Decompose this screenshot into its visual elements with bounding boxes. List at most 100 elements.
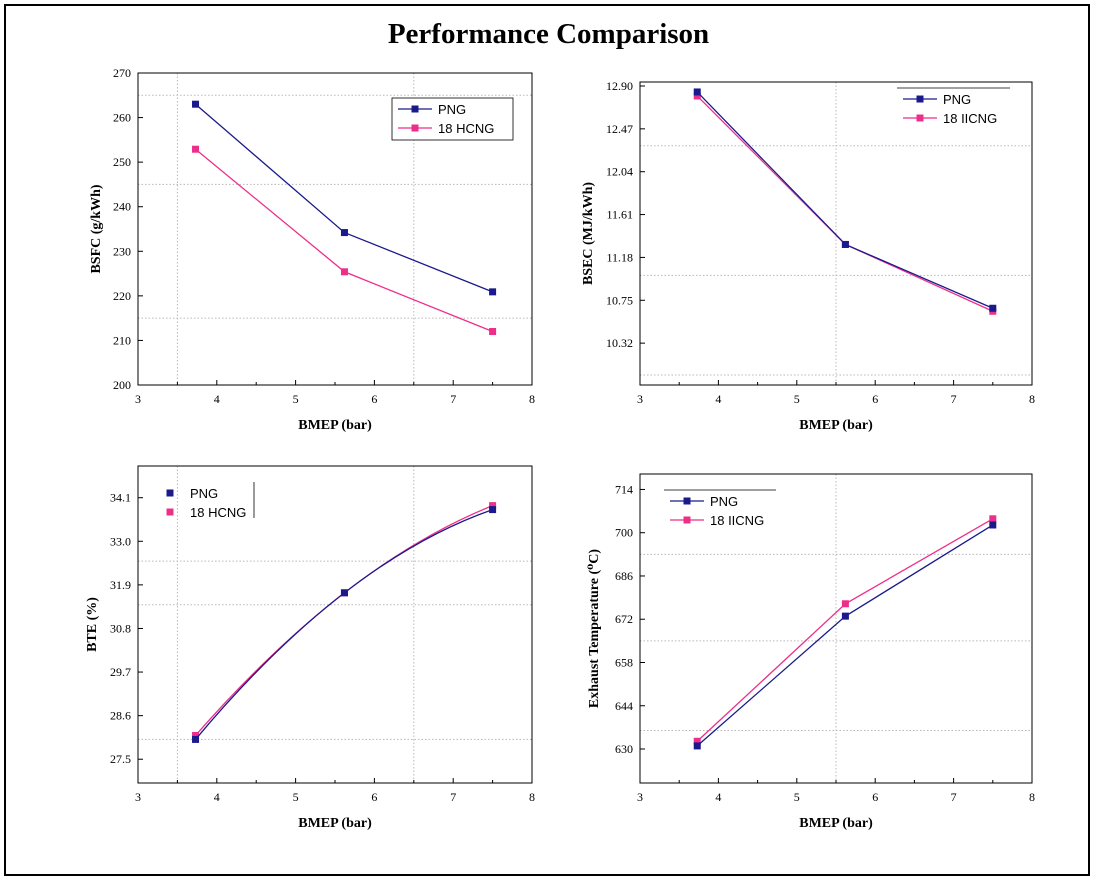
data-point-18-hcng xyxy=(693,737,701,745)
legend-label: 18 IICNG xyxy=(943,111,997,126)
x-tick-label: 8 xyxy=(1029,392,1035,406)
chart-1: 3 4 5 6 7 8 200 210 220 230 240 250 260 270 BMEP (bar)… xyxy=(89,66,535,433)
legend-marker xyxy=(166,508,174,516)
data-point-18-hcng xyxy=(989,515,997,523)
data-point-18-hcng xyxy=(841,600,849,608)
y-tick-label: 672 xyxy=(615,612,633,626)
x-tick-label: 7 xyxy=(450,790,456,804)
series-line-18-hcng xyxy=(195,148,493,333)
x-axis-label: BMEP (bar) xyxy=(298,418,372,433)
page-title: Performance Comparison xyxy=(387,18,710,50)
x-tick-label: 6 xyxy=(872,790,878,804)
legend-label: PNG xyxy=(943,92,971,107)
y-tick-label: 270 xyxy=(113,66,131,80)
legend-marker xyxy=(916,95,924,103)
legend: PNG 18 HCNG xyxy=(391,97,514,141)
data-point-18-hcng xyxy=(489,328,497,336)
y-tick-label: 31.9 xyxy=(110,578,131,592)
x-tick-label: 5 xyxy=(293,790,299,804)
y-tick-label: 210 xyxy=(113,333,131,347)
y-axis-label: BSFC (g/kWh) xyxy=(89,184,104,273)
y-tick-label: 30.8 xyxy=(110,621,131,635)
legend-label: PNG xyxy=(710,494,738,509)
x-tick-label: 6 xyxy=(371,790,377,804)
x-tick-label: 3 xyxy=(637,392,643,406)
x-tick-label: 8 xyxy=(529,790,535,804)
y-tick-label: 630 xyxy=(615,742,633,756)
x-tick-label: 4 xyxy=(214,392,220,406)
legend-label: PNG xyxy=(438,102,466,117)
data-point-18-hcng xyxy=(192,731,200,739)
series-line-png xyxy=(696,524,994,747)
data-point-png xyxy=(841,240,849,248)
y-axis-label: Exhaust Temperature (⁰C) xyxy=(587,549,602,708)
y-tick-label: 34.1 xyxy=(110,491,131,505)
legend-label: PNG xyxy=(190,486,218,501)
y-tick-label: 28.6 xyxy=(110,709,131,723)
legend: PNG 18 HCNG xyxy=(166,482,255,520)
chart-4: 3 4 5 6 7 8 630 644 658 672 686 700 714 BMEP (bar) Exh… xyxy=(587,473,1035,831)
y-tick-label: 12.04 xyxy=(606,165,633,179)
data-point-png xyxy=(192,735,200,743)
y-tick-label: 714 xyxy=(615,482,633,496)
series-line-png xyxy=(195,508,493,740)
y-tick-label: 29.7 xyxy=(110,665,131,679)
legend-label: 18 IICNG xyxy=(710,513,764,528)
y-tick-label: 644 xyxy=(615,699,633,713)
legend: PNG 18 IICNG xyxy=(664,489,776,528)
chart-3: 3 4 5 6 7 8 27.5 28.6 29.7 30.8 31.9 33.0 34.1 BMEP (… xyxy=(85,465,535,831)
y-tick-label: 220 xyxy=(113,289,131,303)
legend-marker xyxy=(411,105,419,113)
x-axis-label: BMEP (bar) xyxy=(799,816,873,831)
y-tick-label: 658 xyxy=(615,655,633,669)
y-tick-label: 11.61 xyxy=(606,208,633,222)
y-tick-label: 200 xyxy=(113,378,131,392)
x-tick-label: 7 xyxy=(450,392,456,406)
y-tick-label: 700 xyxy=(615,526,633,540)
x-tick-label: 3 xyxy=(135,392,141,406)
x-tick-label: 5 xyxy=(293,392,299,406)
legend-marker xyxy=(683,516,691,524)
y-axis-label: BSEC (MJ/kWh) xyxy=(581,182,596,285)
data-point-png xyxy=(693,88,701,96)
x-tick-label: 3 xyxy=(135,790,141,804)
data-point-png xyxy=(841,612,849,620)
legend-box xyxy=(391,97,514,141)
legend-marker xyxy=(166,489,174,497)
legend-marker xyxy=(411,124,419,132)
x-tick-label: 4 xyxy=(715,392,721,406)
data-point-png xyxy=(989,304,997,312)
x-tick-label: 3 xyxy=(637,790,643,804)
data-point-png xyxy=(340,589,348,597)
data-point-png xyxy=(340,229,348,237)
y-tick-label: 230 xyxy=(113,244,131,258)
y-tick-label: 11.18 xyxy=(606,250,633,264)
legend-marker xyxy=(916,114,924,122)
x-tick-label: 7 xyxy=(951,392,957,406)
data-point-18-hcng xyxy=(693,92,701,100)
y-tick-label: 240 xyxy=(113,200,131,214)
x-tick-label: 8 xyxy=(529,392,535,406)
y-tick-label: 27.5 xyxy=(110,752,131,766)
y-tick-label: 12.90 xyxy=(606,79,633,93)
x-tick-label: 5 xyxy=(794,790,800,804)
x-tick-label: 8 xyxy=(1029,790,1035,804)
data-point-png xyxy=(489,506,497,514)
series-line-18-hcng xyxy=(195,505,493,736)
x-tick-label: 6 xyxy=(371,392,377,406)
data-point-png xyxy=(489,288,497,296)
series-line-18-hcng xyxy=(696,95,994,312)
data-point-18-hcng xyxy=(340,268,348,276)
data-point-png xyxy=(989,521,997,529)
chart-2: 3 4 5 6 7 8 10.32 10.75 11.18 11.61 12.04 12.47 12.9… xyxy=(581,79,1035,433)
data-point-png xyxy=(192,100,200,108)
x-tick-label: 5 xyxy=(794,392,800,406)
y-tick-label: 10.75 xyxy=(606,293,633,307)
x-axis-label: BMEP (bar) xyxy=(799,418,873,433)
y-tick-label: 12.47 xyxy=(606,122,633,136)
y-tick-label: 10.32 xyxy=(606,336,633,350)
y-tick-label: 260 xyxy=(113,111,131,125)
x-tick-label: 4 xyxy=(214,790,220,804)
x-tick-label: 7 xyxy=(951,790,957,804)
